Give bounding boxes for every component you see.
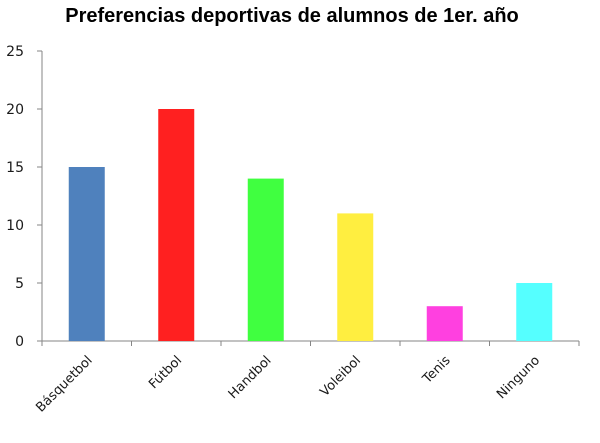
- x-tick-label: Voleibol: [317, 353, 364, 400]
- bar-básquetbol: [68, 167, 105, 341]
- bar-tenis: [426, 306, 463, 341]
- chart-title: Preferencias deportivas de alumnos de 1e…: [65, 5, 519, 27]
- x-tick-label: Ninguno: [494, 353, 543, 402]
- y-tick-label: 15: [6, 160, 24, 176]
- y-tick-label: 20: [6, 102, 24, 118]
- y-tick-label: 0: [15, 334, 24, 350]
- x-tick-label: Handbol: [226, 353, 275, 402]
- x-tick-label: Tenis: [419, 353, 453, 387]
- bar-voleibol: [337, 213, 374, 341]
- y-tick-label: 25: [6, 44, 24, 60]
- bar-fútbol: [158, 109, 195, 341]
- y-tick-label: 10: [6, 218, 24, 234]
- x-tick-label: Fútbol: [146, 353, 185, 392]
- y-tick-label: 5: [15, 276, 24, 292]
- bar-ninguno: [516, 283, 553, 341]
- x-tick-label: Básquetbol: [33, 353, 95, 415]
- bar-handbol: [247, 178, 284, 341]
